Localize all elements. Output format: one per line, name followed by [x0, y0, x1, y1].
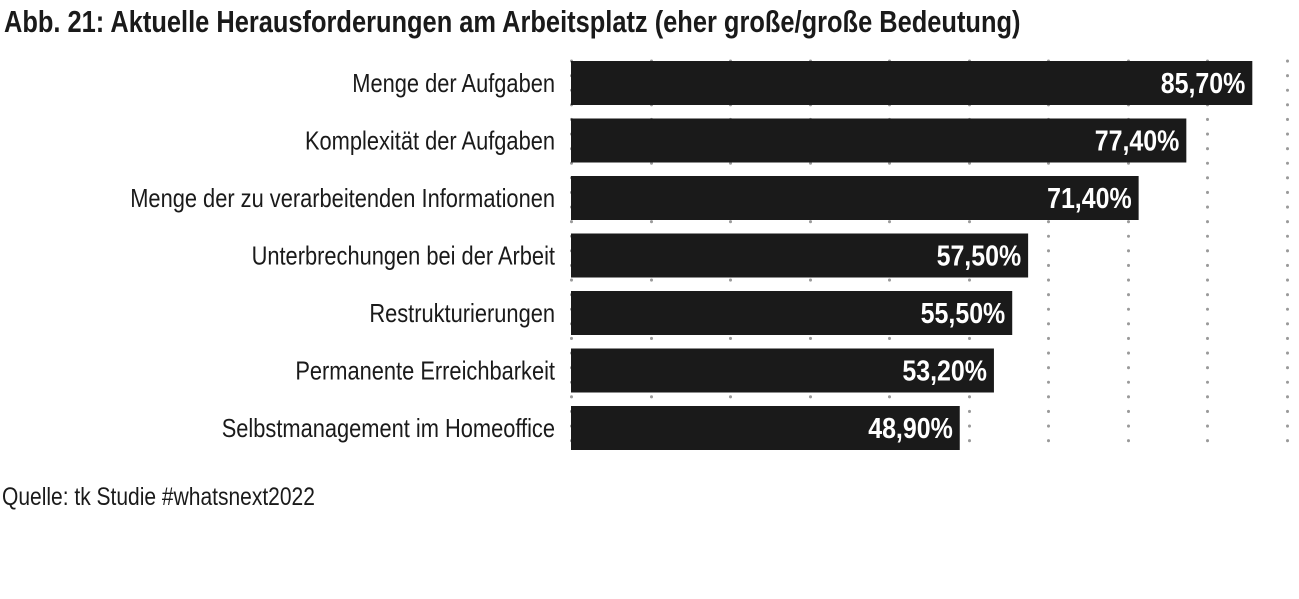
- category-label: Unterbrechungen bei der Arbeit: [252, 242, 556, 271]
- data-label: 71,40%: [1047, 182, 1132, 214]
- data-label: 85,70%: [1161, 67, 1246, 99]
- bar: [571, 348, 994, 393]
- bar: [571, 291, 1013, 335]
- category-label: Menge der Aufgaben: [352, 69, 555, 98]
- category-label: Menge der zu verarbeitenden Informatione…: [130, 184, 555, 213]
- source-note: Quelle: tk Studie #whatsnext2022: [2, 483, 315, 511]
- chart-title: Abb. 21: Aktuelle Herausforderungen am A…: [4, 4, 1021, 39]
- bar: [571, 118, 1187, 163]
- value-labels: 85,70% 77,40% 71,40% 57,50% 55,50% 53,20% 48,9…: [868, 67, 1245, 444]
- data-label: 77,40%: [1095, 125, 1180, 157]
- bars: [571, 61, 1253, 450]
- data-label: 48,90%: [868, 412, 953, 444]
- data-label: 53,20%: [902, 355, 987, 387]
- data-label: 55,50%: [921, 297, 1006, 329]
- category-label: Permanente Erreichbarkeit: [295, 357, 555, 386]
- category-labels: Menge der Aufgaben Komplexität der Aufgab…: [130, 69, 555, 443]
- category-label: Restrukturierungen: [369, 299, 555, 328]
- bar: [571, 233, 1029, 278]
- bar: [571, 61, 1253, 105]
- category-label: Komplexität der Aufgaben: [305, 127, 555, 156]
- data-label: 57,50%: [937, 240, 1022, 272]
- bar: [571, 176, 1139, 220]
- category-label: Selbstmanagement im Homeoffice: [222, 414, 555, 443]
- bar: [571, 406, 960, 450]
